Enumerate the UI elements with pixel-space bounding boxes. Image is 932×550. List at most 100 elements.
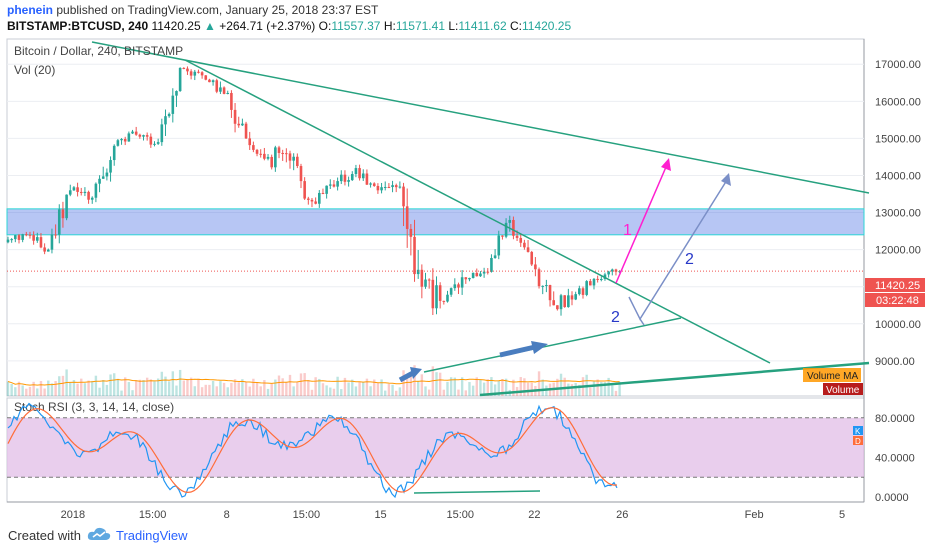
price-tick-label: 14000.00 [875,170,921,182]
candle-body [61,209,65,219]
volume-bar [559,373,563,396]
candle-body [54,234,57,236]
volume-bar [222,382,226,396]
candle-body [215,80,219,92]
volume-bar [204,384,207,396]
candle-body [420,269,424,287]
volume-bar [102,380,105,396]
candle-body [123,139,127,142]
candle-body [449,288,453,295]
price-tick-label: 13000.00 [875,208,921,220]
volume-bar [310,389,314,396]
candle-body [142,135,145,137]
candle-body [303,181,306,199]
volume-bar [380,379,383,396]
volume-bar [36,388,39,396]
candle-body [35,237,39,241]
candle-body [600,279,603,281]
volume-ma-line [7,378,620,386]
close-label: C: [509,19,522,33]
candle-body [138,134,142,137]
volume-bar [292,386,295,396]
candle-body [233,109,237,124]
volume-bar [351,379,354,396]
candle-body [479,273,482,277]
main-pane[interactable] [6,38,865,397]
volume-bar [25,388,28,396]
volume-bar [303,373,306,396]
trendline-short-resistance[interactable] [184,59,771,364]
volume-bar [384,390,387,396]
volume-bar [307,379,310,396]
volume-bar [54,381,57,396]
candle-body [563,295,566,308]
candle-body [347,180,350,182]
vol-legend: Vol (20) [14,63,55,77]
candle-body [204,75,208,80]
volume-bar [156,378,160,396]
candle-body [131,131,134,134]
candle-body [87,191,90,200]
candles [6,66,621,316]
stoch-k-tag-bg [853,426,863,435]
volume-bar [475,377,478,396]
candle-body [504,222,508,237]
touch-arrow-2 [499,341,548,358]
volume-bar [233,379,237,396]
candle-body [493,255,497,258]
candle-body [182,67,186,69]
volume-bar [325,385,328,396]
candle-body [431,279,435,309]
volume-bar [420,374,424,396]
candle-body [446,294,449,302]
candle-body [310,199,314,202]
volume-bar [600,381,603,396]
volume-bar [427,389,431,396]
footer: Created with TradingView [0,520,932,550]
candle-body [307,198,310,200]
volume-bar [17,381,21,396]
touch-arrow-1 [398,367,422,383]
published-text: published on TradingView.com, January 25… [56,3,379,17]
candle-body [325,185,328,194]
volume-bar [186,379,189,396]
trendline-long-resistance[interactable] [91,41,870,194]
volume-bar [530,382,533,396]
candle-body [581,288,585,295]
candle-body [453,284,457,289]
volume-bar [592,381,596,396]
chart-header: phenein published on TradingView.com, Ja… [0,0,932,36]
stoch-divergence-line[interactable] [413,490,541,494]
candle-body [427,279,431,281]
candle-body [193,71,197,76]
tradingview-brand[interactable]: TradingView [116,528,188,543]
author-name[interactable]: phenein [7,3,54,17]
trendline-rising-support[interactable] [423,317,682,373]
price-chart[interactable]: 1 2 2 Bitcoin / Dollar, 240, BITSTAMP Vo… [0,36,932,520]
annotation-label-1: 1 [623,222,632,239]
volume-bar [98,387,101,396]
high-value: 11571.41 [395,19,445,33]
candle-body [460,277,464,288]
volume-bar [373,379,376,396]
candle-body [21,234,24,240]
volume-bar [153,381,156,396]
resistance-zone[interactable] [6,208,865,236]
candle-body [208,79,211,83]
candle-body [416,269,420,275]
price-tick-label: 9000.00 [875,356,915,368]
candle-body [490,257,493,272]
volume-bar [369,386,372,396]
time-tick-label: 15:00 [139,509,167,520]
candle-body [530,251,534,265]
candle-body [10,239,13,241]
low-value: 11411.62 [458,19,507,33]
candle-body [43,247,46,252]
candle-body [610,269,614,272]
candle-body [200,72,204,76]
candle-body [149,136,153,145]
candle-body [94,183,98,198]
volume-bar [596,379,599,396]
volume-bar [490,377,493,396]
time-tick-label: 15:00 [293,509,321,520]
